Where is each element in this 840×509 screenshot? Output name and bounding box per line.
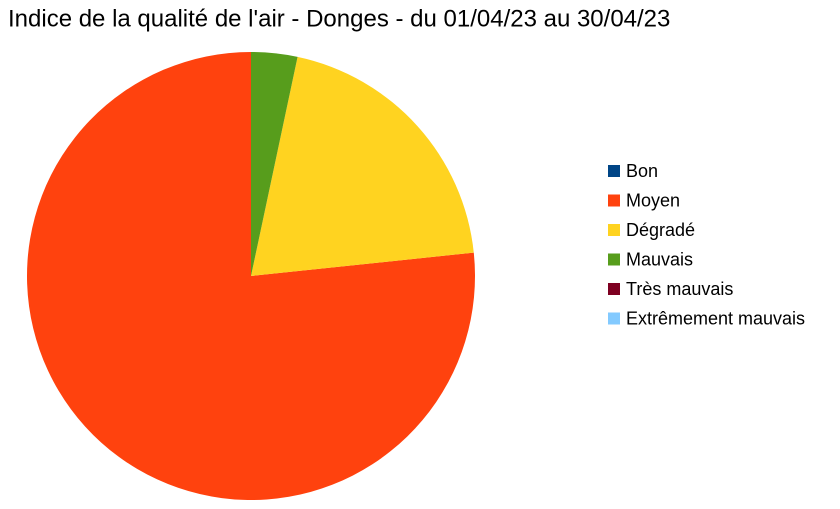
legend-label: Moyen <box>626 190 680 210</box>
legend-swatch <box>608 224 620 236</box>
chart-title: Indice de la qualité de l'air - Donges -… <box>8 5 670 32</box>
legend-label: Mauvais <box>626 249 693 269</box>
pie-slice <box>251 56 474 277</box>
legend-label: Très mauvais <box>626 279 733 299</box>
legend-swatch <box>608 283 620 295</box>
legend-label: Extrêmement mauvais <box>626 308 805 328</box>
legend-label: Bon <box>626 161 658 181</box>
legend-swatch <box>608 194 620 207</box>
legend-swatch <box>608 253 620 266</box>
legend-swatch <box>608 165 620 177</box>
pie-slice <box>251 52 298 276</box>
legend-swatch <box>608 312 620 325</box>
legend-label: Dégradé <box>626 220 695 240</box>
